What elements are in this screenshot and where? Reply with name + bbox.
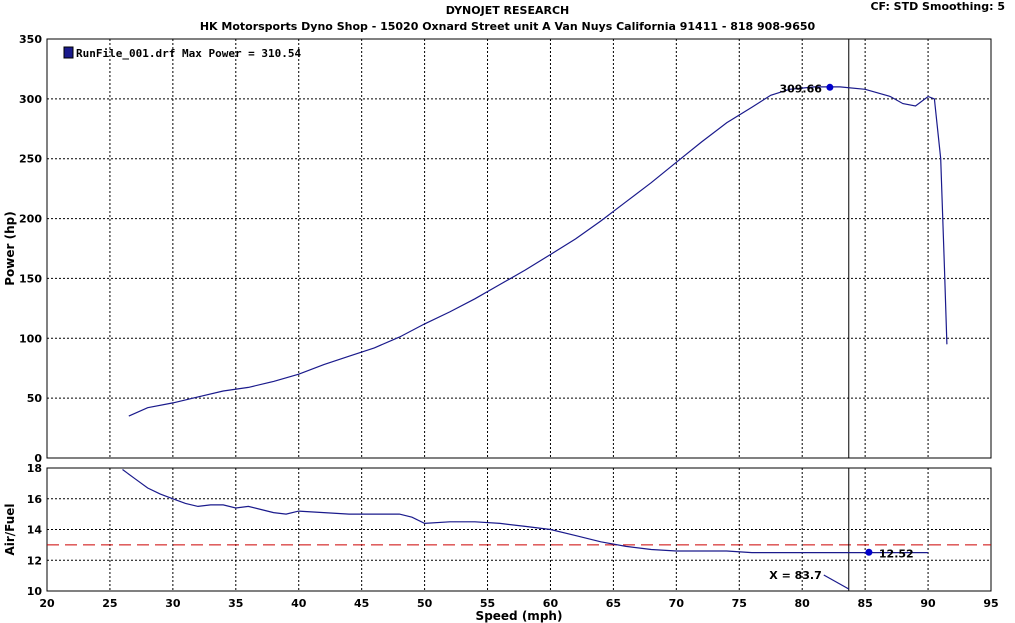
af-y-axis-label: Air/Fuel xyxy=(3,503,17,555)
x-tick-label: 50 xyxy=(417,597,433,610)
x-tick-label: 95 xyxy=(983,597,998,610)
af-cursor-label: X = 83.7 xyxy=(769,569,822,582)
x-tick-label: 65 xyxy=(606,597,621,610)
power-plot: 0 50 100 150 200 250 300 350 Power (hp) 309.66 Run… xyxy=(3,33,992,465)
x-tick-label: 20 xyxy=(39,597,55,610)
x-tick-label: 45 xyxy=(354,597,369,610)
af-y-tick-label: 12 xyxy=(27,554,42,567)
power-y-tick-label: 250 xyxy=(19,153,42,166)
x-axis: 20 25 30 35 40 45 50 55 60 65 70 75 80 85 90 95 Speed (m… xyxy=(39,597,998,623)
legend-label: RunFile_001.drf Max Power = 310.54 xyxy=(76,47,302,60)
power-peak-label: 309.66 xyxy=(779,82,822,95)
x-tick-label: 60 xyxy=(543,597,559,610)
legend-swatch xyxy=(63,46,74,59)
af-series-line xyxy=(122,469,929,554)
power-frame xyxy=(46,38,992,459)
power-peak-marker xyxy=(826,83,834,91)
chart-title: DYNOJET RESEARCH xyxy=(445,4,570,17)
x-tick-label: 25 xyxy=(102,597,117,610)
power-y-tick-label: 0 xyxy=(34,452,42,465)
af-y-tick-label: 18 xyxy=(27,462,42,475)
x-axis-label: Speed (mph) xyxy=(476,609,563,623)
x-tick-label: 75 xyxy=(732,597,747,610)
af-y-tick-label: 10 xyxy=(27,585,43,598)
x-tick-label: 90 xyxy=(920,597,936,610)
power-y-tick-label: 100 xyxy=(19,332,42,345)
x-tick-label: 30 xyxy=(165,597,181,610)
af-peak-marker xyxy=(865,548,873,556)
power-y-tick-label: 150 xyxy=(19,272,42,285)
power-y-tick-label: 50 xyxy=(27,392,43,405)
air-fuel-plot: 10 12 14 16 18 Air/Fuel 12.52 X = 83.7 xyxy=(3,462,992,598)
x-tick-label: 40 xyxy=(291,597,307,610)
x-tick-label: 85 xyxy=(857,597,872,610)
af-y-tick-label: 14 xyxy=(27,524,43,537)
power-y-tick-label: 350 xyxy=(19,33,42,46)
x-tick-label: 35 xyxy=(228,597,243,610)
x-tick-label: 80 xyxy=(795,597,811,610)
x-tick-label: 55 xyxy=(480,597,495,610)
af-cursor-leader xyxy=(823,574,850,590)
af-y-tick-label: 16 xyxy=(27,493,43,506)
chart-subtitle: HK Motorsports Dyno Shop - 15020 Oxnard … xyxy=(199,20,816,33)
power-y-tick-label: 300 xyxy=(19,93,42,106)
x-tick-label: 70 xyxy=(669,597,685,610)
power-y-tick-label: 200 xyxy=(19,213,42,226)
settings-label: CF: STD Smoothing: 5 xyxy=(870,0,1005,13)
power-y-axis-label: Power (hp) xyxy=(3,211,17,285)
af-value-label: 12.52 xyxy=(879,547,914,560)
power-series-line xyxy=(128,86,948,417)
